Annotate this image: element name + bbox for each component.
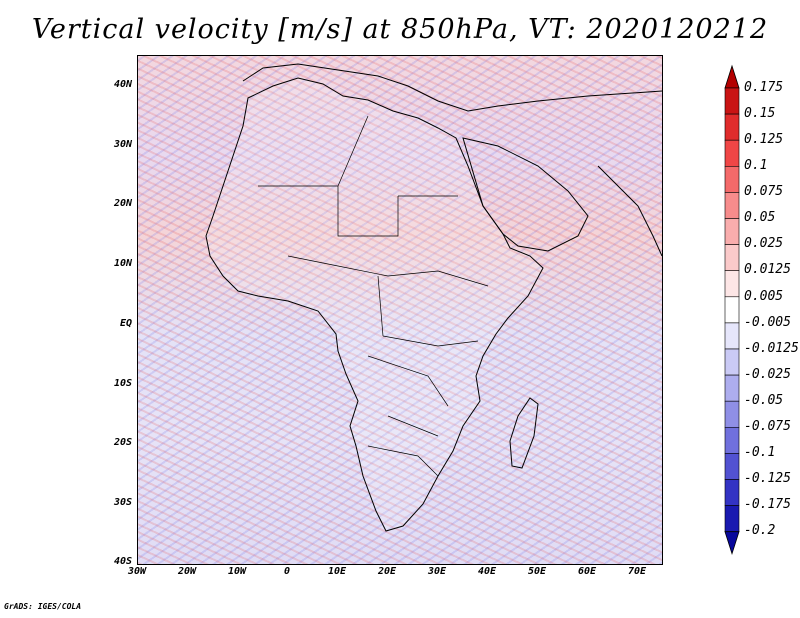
colorbar-label: -0.025: [744, 367, 791, 382]
colorbar-swatch: [724, 296, 740, 324]
africa-outline: [205, 77, 544, 532]
colorbar-label: 0.1: [744, 158, 768, 173]
lat-label-20n: 20N: [113, 198, 132, 209]
lon-label-60e: 60E: [577, 566, 597, 577]
footer-credit: GrADS: IGES/COLA: [4, 602, 82, 611]
colorbar-swatch: [724, 166, 740, 193]
colorbar-swatch: [724, 426, 740, 454]
colorbar-label: 0.075: [744, 184, 784, 199]
lon-label-20w: 20W: [177, 566, 197, 577]
colorbar-swatch: [724, 453, 740, 480]
madagascar-outline: [509, 397, 539, 469]
lon-label-50e: 50E: [527, 566, 547, 577]
lon-label-70e: 70E: [627, 566, 647, 577]
colorbar-label: 0.15: [744, 106, 776, 121]
europe-outline: [242, 63, 662, 112]
colorbar-label: 0.005: [744, 289, 784, 304]
colorbar-swatch: [724, 192, 740, 219]
colorbar-label: 0.025: [744, 236, 784, 251]
colorbar-swatch: [724, 479, 740, 506]
colorbar-swatch: [724, 244, 740, 272]
lat-label-30n: 30N: [113, 139, 132, 150]
colorbar-swatches: [724, 64, 740, 556]
lon-label-30e: 30E: [427, 566, 447, 577]
colorbar-label: 0.125: [744, 132, 784, 147]
colorbar-label: -0.125: [744, 471, 791, 486]
arabia-outline: [462, 137, 589, 252]
colorbar-label: 0.05: [744, 210, 776, 225]
colorbar-label: 0.0125: [744, 262, 791, 277]
continent-outlines: [205, 63, 662, 532]
colorbar-label: -0.0125: [744, 341, 799, 356]
lon-label-30w: 30W: [127, 566, 147, 577]
lat-label-20s: 20S: [113, 437, 132, 448]
colorbar-swatch: [724, 113, 740, 141]
lon-label-0: 0: [283, 566, 291, 577]
colorbar-label: -0.005: [744, 315, 791, 330]
vertical-velocity-map: [137, 55, 663, 565]
lon-label-10w: 10W: [227, 566, 247, 577]
lon-label-40e: 40E: [477, 566, 497, 577]
colorbar-swatch: [724, 505, 740, 533]
lon-label-10e: 10E: [327, 566, 347, 577]
colorbar-label: -0.05: [744, 393, 784, 408]
colorbar-arrow-bottom: [724, 531, 740, 556]
colorbar-label: -0.1: [744, 445, 776, 460]
chart-title: Vertical velocity [m/s] at 850hPa, VT: 2…: [31, 14, 769, 45]
lat-label-10s: 10S: [113, 378, 132, 389]
colorbar-swatch: [724, 270, 740, 298]
country-borders: [258, 115, 489, 477]
lat-label-eq: EQ: [119, 318, 132, 329]
colorbar-swatch: [724, 139, 740, 167]
colorbar-label: -0.2: [744, 523, 776, 538]
colorbar-swatch: [724, 400, 740, 428]
colorbar-swatch: [724, 218, 740, 245]
colorbar-label: -0.175: [744, 497, 791, 512]
colorbar-label: 0.175: [744, 80, 784, 95]
colorbar-arrow-top: [724, 64, 740, 89]
colorbar-swatch: [724, 374, 740, 402]
colorbar-swatch: [724, 87, 740, 115]
india-outline: [597, 165, 662, 257]
lat-label-40s: 40S: [113, 556, 132, 567]
lon-label-20e: 20E: [377, 566, 397, 577]
colorbar-swatch: [724, 322, 740, 350]
colorbar-label: -0.075: [744, 419, 791, 434]
lat-label-30s: 30S: [113, 497, 132, 508]
colorbar-swatch: [724, 348, 740, 376]
lat-label-10n: 10N: [113, 258, 132, 269]
lat-label-40n: 40N: [113, 79, 132, 90]
